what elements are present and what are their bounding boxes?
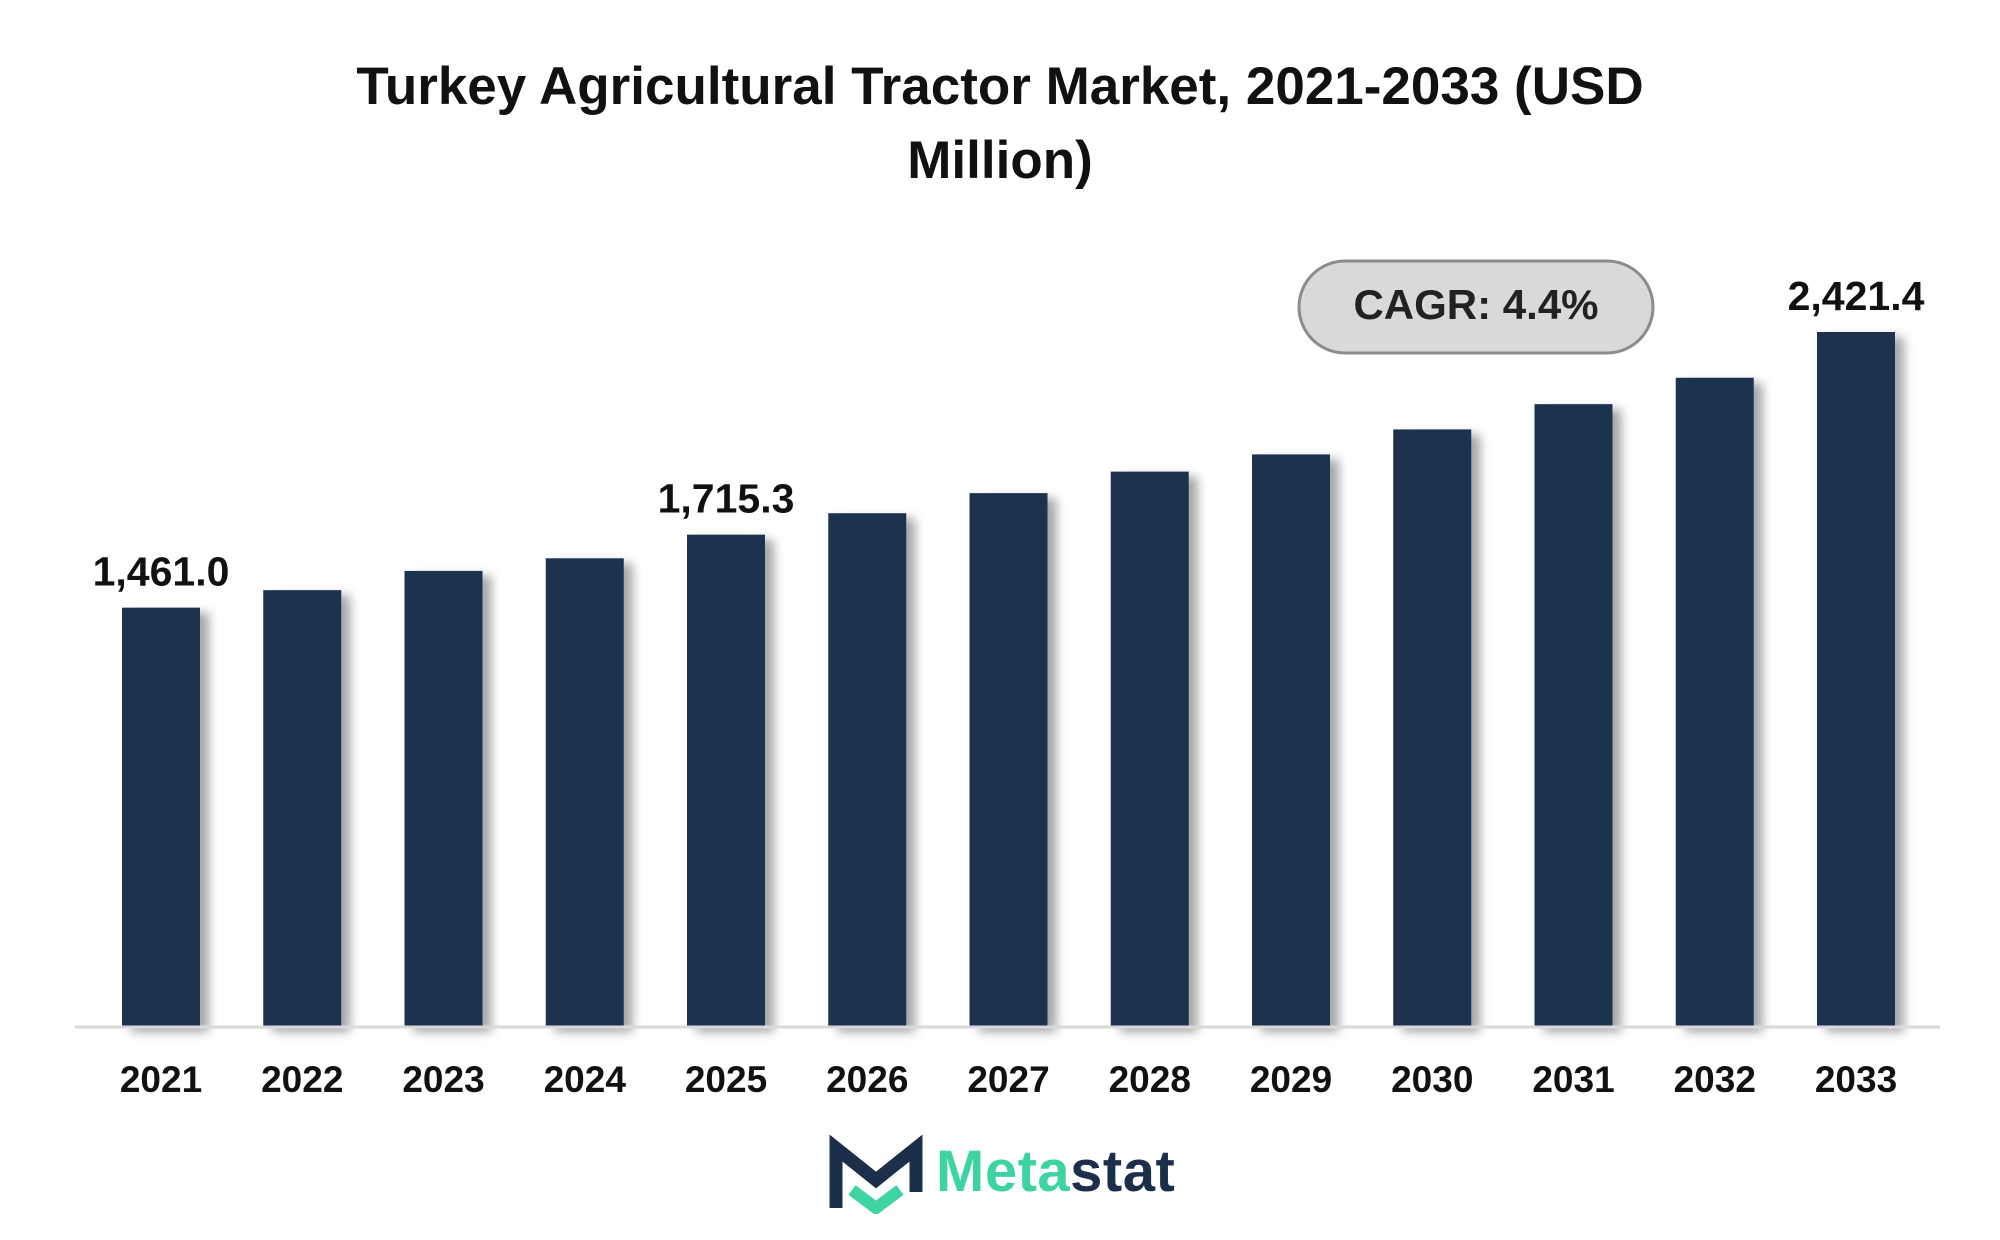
x-tick-label-2033: 2033 bbox=[1815, 1059, 1897, 1100]
bar-2030 bbox=[1393, 429, 1472, 1027]
bar-2029 bbox=[1252, 454, 1330, 1027]
metastat-wordmark: Metastat bbox=[936, 1142, 1175, 1202]
bar-2021 bbox=[122, 607, 200, 1027]
x-tick-label-2025: 2025 bbox=[685, 1059, 767, 1100]
bars-layer bbox=[122, 332, 1895, 1028]
x-tick-label-2031: 2031 bbox=[1532, 1059, 1614, 1100]
metastat-m-logo-icon bbox=[829, 1134, 923, 1216]
brand-name-part2: stat bbox=[1070, 1139, 1176, 1204]
brand-name-part1: Meta bbox=[936, 1139, 1071, 1204]
x-tick-labels: 2021 2022 2023 2024 2025 2026 2027 2028 2029 2030… bbox=[120, 1059, 1897, 1100]
chart-title: Turkey Agricultural Tractor Market, 2021… bbox=[356, 57, 1644, 190]
x-tick-label-2027: 2027 bbox=[967, 1059, 1049, 1100]
x-tick-label-2023: 2023 bbox=[402, 1059, 484, 1100]
data-label-2033: 2,421.4 bbox=[1788, 273, 1925, 319]
data-label-2025: 1,715.3 bbox=[658, 476, 795, 522]
metastat-logo: Metastat bbox=[826, 1134, 1226, 1216]
cagr-pill bbox=[1297, 259, 1655, 355]
x-tick-label-2024: 2024 bbox=[544, 1059, 627, 1100]
x-tick-label-2021: 2021 bbox=[120, 1059, 202, 1100]
cagr-annotation: CAGR: 4.4% bbox=[1297, 259, 1655, 355]
data-label-2021: 1,461.0 bbox=[93, 549, 230, 595]
bar-2031 bbox=[1534, 404, 1613, 1027]
bar-2032 bbox=[1675, 377, 1754, 1028]
bar-2027 bbox=[969, 493, 1048, 1028]
bar-2026 bbox=[828, 513, 907, 1027]
bar-2033 bbox=[1817, 332, 1895, 1027]
bar-2023 bbox=[404, 570, 483, 1027]
data-labels: 1,461.0 1,715.3 2,421.4 bbox=[93, 273, 1925, 595]
x-tick-label-2032: 2032 bbox=[1674, 1059, 1756, 1100]
bar-2028 bbox=[1110, 471, 1189, 1027]
cagr-label: CAGR: 4.4% bbox=[1353, 281, 1598, 328]
bar-2024 bbox=[545, 558, 624, 1027]
x-tick-label-2028: 2028 bbox=[1109, 1059, 1191, 1100]
x-tick-label-2030: 2030 bbox=[1391, 1059, 1473, 1100]
x-tick-label-2029: 2029 bbox=[1250, 1059, 1332, 1100]
x-tick-label-2022: 2022 bbox=[261, 1059, 343, 1100]
bar-2022 bbox=[263, 590, 342, 1027]
bar-2025 bbox=[687, 534, 765, 1027]
x-tick-label-2026: 2026 bbox=[826, 1059, 908, 1100]
